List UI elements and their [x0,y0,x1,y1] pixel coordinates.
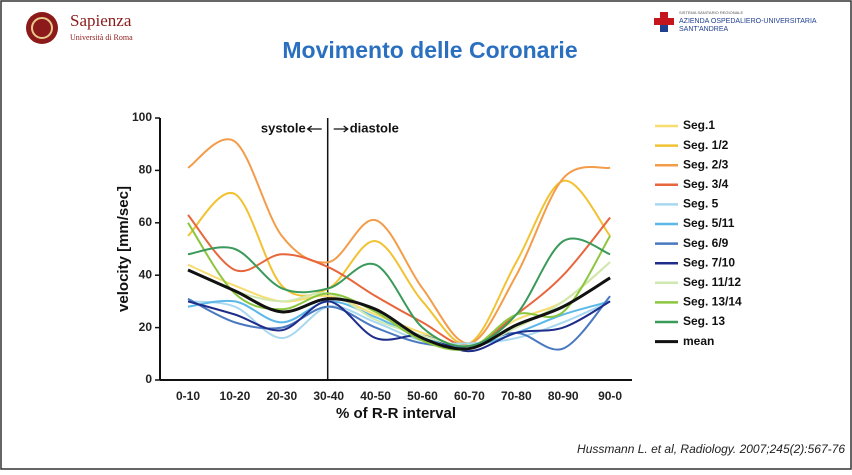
logo-system: SISTEMA SANITARIO REGIONALE [679,10,743,15]
y-tick-label: 40 [139,267,153,281]
series-line [187,222,611,352]
sapienza-crest [26,12,58,44]
logo-hospital-sub: SANT'ANDREA [679,26,729,33]
x-tick-label: 70-80 [501,389,532,403]
legend-label: Seg. 7/10 [683,255,735,269]
series-line [187,179,611,346]
series-line [187,214,611,347]
x-tick-label: 50-60 [407,389,438,403]
logo-hospital: AZIENDA OSPEDALIERO-UNIVERSITARIA [679,18,817,25]
y-tick-label: 60 [139,215,153,229]
cross-v [660,12,668,32]
logo-subtitle: Università di Roma [70,33,133,42]
arrow-systole [306,125,322,133]
cross-base [660,25,668,32]
y-axis-label: velocity [mm/sec] [115,186,132,312]
x-tick-label: 20-30 [266,389,297,403]
x-tick-label: 30-40 [313,389,344,403]
legend-label: Seg. 1/2 [683,138,729,152]
sapienza-crest-ring [31,17,53,39]
x-axis-label: % of R-R interval [336,405,456,422]
slide-title: Movimento delle Coronarie [282,37,577,63]
chart: 0 20 40 60 80 100 0-10 10-20 20-30 30-40 40-50 50-6… [115,110,742,422]
logo-name: Sapienza [70,11,132,30]
x-tick-label: 10-20 [220,389,251,403]
y-tick-label: 0 [145,372,152,386]
arrow-diastole [333,125,349,133]
x-tick-label: 60-70 [454,389,485,403]
series-line [187,268,611,351]
citation: Hussmann L. et al, Radiology. 2007;245(2… [577,442,845,456]
x-tick-label: 90-0 [598,389,622,403]
legend-label: Seg. 5 [683,197,719,211]
annotation-systole: systole [261,120,306,135]
legend-label: Seg. 5/11 [683,216,735,230]
series-line [187,237,611,348]
legend-label: Seg. 3/4 [683,177,729,191]
series-line [187,138,611,345]
legend-label: mean [683,334,714,348]
legend-label: Seg.1 [683,118,715,132]
x-tick-label: 40-50 [360,389,391,403]
y-tick-label: 20 [139,320,153,334]
legend-label: Seg. 13/14 [683,295,742,309]
y-tick-label: 80 [139,163,153,177]
x-tick-label: 0-10 [176,389,200,403]
legend-label: Seg. 2/3 [683,157,729,171]
x-tick-label: 80-90 [548,389,579,403]
legend-label: Seg. 11/12 [683,275,741,289]
y-tick-label: 100 [132,110,152,124]
series-line [187,300,611,353]
legend-label: Seg. 13 [683,314,725,328]
legend-label: Seg. 6/9 [683,236,729,250]
annotation-diastole: diastole [350,120,399,135]
